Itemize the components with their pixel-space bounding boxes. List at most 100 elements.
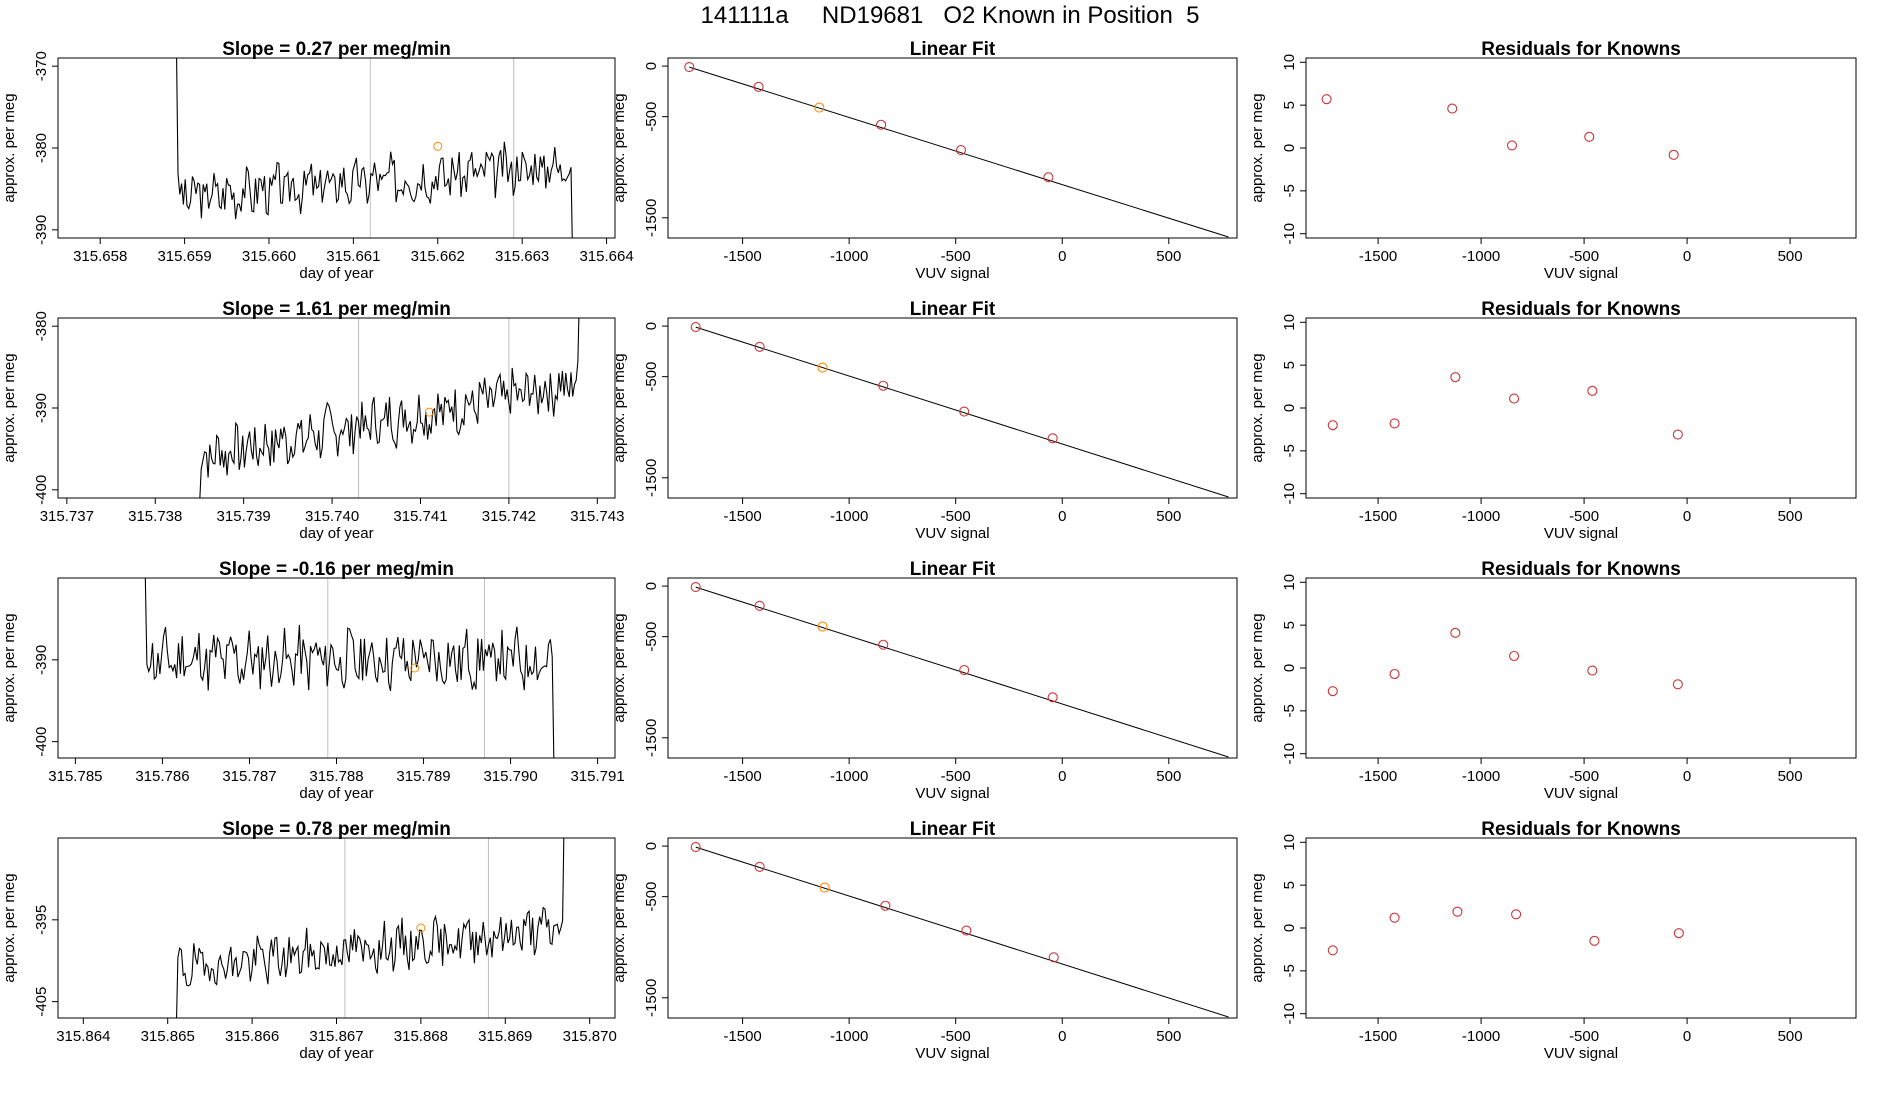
data-trace [144, 578, 555, 758]
y-tick-label: -10 [1281, 223, 1298, 245]
panel-time-row-4: 315.864 315.865 315.866 315.867 315.868 315.8… [1, 819, 617, 1062]
x-tick-label: 0 [1683, 508, 1691, 525]
data-point [878, 639, 889, 650]
data-point [1672, 429, 1683, 440]
data-point [1327, 420, 1338, 431]
x-tick-label: 315.663 [495, 248, 549, 265]
page-title: 141111a ND19681 O2 Known in Position 5 [700, 2, 1200, 29]
y-axis-label: approx. per meg [611, 873, 628, 982]
plot-frame [1305, 837, 1857, 1019]
data-point [1389, 668, 1400, 680]
x-tick-label: 315.741 [393, 508, 447, 525]
x-tick-label: -500 [1569, 768, 1599, 785]
y-tick-label: -5 [1281, 964, 1298, 977]
panel-title: Residuals for Knowns [1481, 559, 1681, 580]
plot-area [176, 838, 565, 1018]
y-axis-label: approx. per meg [1249, 353, 1266, 462]
y-tick-label: 5 [1281, 881, 1298, 889]
x-tick-label: -1000 [830, 248, 868, 265]
fit-line [695, 326, 1229, 498]
y-tick-label: -500 [643, 362, 660, 392]
panel-title: Slope = 0.78 per meg/min [222, 819, 451, 840]
plot-area [1327, 627, 1683, 697]
x-tick-label: 0 [1683, 1028, 1691, 1045]
data-point [754, 341, 765, 352]
plot-frame [1305, 57, 1857, 239]
y-axis-label: approx. per meg [1, 613, 18, 722]
panel-title: Slope = 0.27 per meg/min [222, 39, 451, 60]
y-tick-label: -370 [33, 51, 50, 81]
x-axis-label: day of year [299, 265, 373, 282]
x-axis-label: VUV signal [1544, 785, 1618, 802]
panel-residuals-row-2: -1500 -1000 -500 0 500 10 5 0 -5 -10 VUV signal app… [1249, 299, 1857, 542]
data-point [959, 406, 970, 417]
data-point [1389, 912, 1400, 923]
fit-line [695, 586, 1229, 758]
data-point [1321, 94, 1332, 105]
x-tick-label: -500 [941, 1028, 971, 1045]
x-tick-label: -500 [1569, 1028, 1599, 1045]
y-tick-label: 0 [1281, 404, 1298, 412]
x-tick-label: 315.864 [56, 1028, 110, 1045]
panel-fit-row-4: -1500 -1000 -500 0 500 0 -500 -1500 VUV signal ap… [611, 819, 1238, 1062]
data-point [1509, 650, 1520, 662]
panel-time-row-2: 315.737 315.738 315.739 315.740 315.741 315.7… [1, 299, 624, 542]
plot-area [684, 62, 1229, 238]
y-axis-label: approx. per meg [1, 93, 18, 202]
plot-frame [667, 837, 1238, 1019]
data-point [754, 861, 765, 872]
x-tick-label: 315.738 [128, 508, 182, 525]
y-tick-label: 0 [643, 582, 660, 590]
x-tick-label: -500 [941, 508, 971, 525]
x-tick-label: 315.659 [157, 248, 211, 265]
x-axis-label: day of year [299, 525, 373, 542]
y-axis-label: approx. per meg [1249, 93, 1266, 202]
x-tick-label: -1000 [830, 508, 868, 525]
x-axis-label: day of year [299, 1045, 373, 1062]
y-tick-label: -395 [33, 905, 50, 935]
x-tick-label: -1000 [1462, 1028, 1500, 1045]
x-tick-label: 315.867 [309, 1028, 363, 1045]
data-point [959, 664, 970, 676]
x-tick-label: 0 [1058, 1028, 1066, 1045]
y-tick-label: -380 [33, 133, 50, 163]
data-point [1587, 665, 1598, 676]
x-tick-label: 500 [1156, 248, 1181, 265]
data-point [1450, 372, 1461, 383]
x-axis-label: VUV signal [915, 1045, 989, 1062]
y-tick-label: -390 [33, 393, 50, 423]
x-tick-label: 315.788 [309, 768, 363, 785]
plot-frame [1305, 577, 1857, 759]
plot-area [690, 582, 1229, 758]
data-point [1589, 935, 1600, 946]
x-tick-label: 315.866 [225, 1028, 279, 1045]
x-tick-label: -1000 [830, 1028, 868, 1045]
known-marker [424, 407, 434, 417]
x-tick-label: -1000 [1462, 768, 1500, 785]
x-tick-label: -1500 [723, 768, 761, 785]
y-tick-label: -1500 [643, 199, 660, 237]
x-tick-label: 500 [1778, 1028, 1803, 1045]
plot-area [144, 578, 555, 758]
x-tick-label: 315.661 [326, 248, 380, 265]
data-point [814, 102, 825, 113]
x-tick-label: 500 [1156, 1028, 1181, 1045]
x-tick-label: 315.790 [483, 768, 537, 785]
y-axis-label: approx. per meg [611, 93, 628, 202]
x-axis-label: VUV signal [915, 785, 989, 802]
data-point [1511, 909, 1522, 920]
data-point [690, 582, 701, 593]
panel-time-row-3: 315.785 315.786 315.787 315.788 315.789 315.7… [1, 559, 625, 802]
y-tick-label: -500 [643, 882, 660, 912]
data-point [1450, 627, 1461, 638]
data-point [1327, 945, 1338, 956]
plot-frame [667, 57, 1238, 239]
data-point [961, 925, 972, 936]
data-point [1673, 928, 1684, 939]
y-tick-label: -10 [1281, 483, 1298, 505]
x-axis-label: VUV signal [915, 525, 989, 542]
panel-title: Slope = 1.61 per meg/min [222, 299, 451, 320]
plot-area [1321, 94, 1679, 160]
y-tick-label: -400 [33, 727, 50, 757]
